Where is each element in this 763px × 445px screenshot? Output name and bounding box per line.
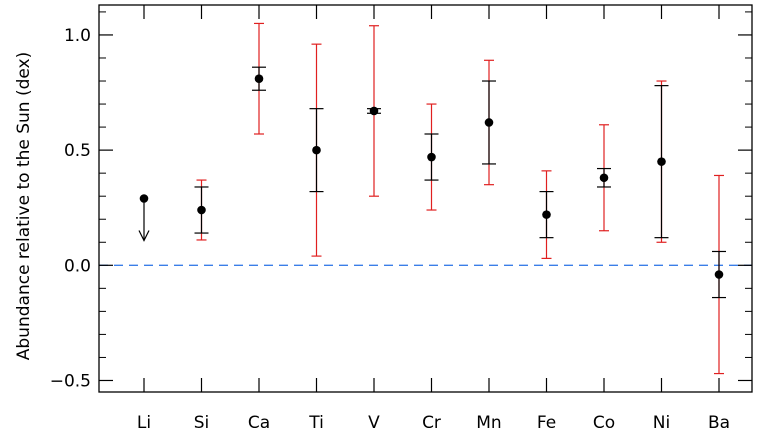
plot-frame: [98, 4, 753, 393]
x-tick-label-ba: Ba: [708, 413, 730, 433]
upper-limit-arrowhead-li: [138, 230, 150, 242]
y-tick-label: 1.0: [64, 26, 91, 46]
x-tick-label-ca: Ca: [248, 413, 270, 433]
x-tick-label-mn: Mn: [476, 413, 501, 433]
x-tick-label-si: Si: [194, 413, 210, 433]
data-marks: [138, 22, 726, 375]
x-tick-label-cr: Cr: [422, 413, 441, 433]
x-tick-label-fe: Fe: [537, 413, 556, 433]
x-tick-label-co: Co: [593, 413, 615, 433]
y-tick-label: 0.0: [64, 256, 91, 276]
data-point-ca: [254, 74, 264, 84]
y-tick-label: 0.5: [64, 141, 91, 161]
x-tick-label-li: Li: [137, 413, 151, 433]
data-point-mn: [484, 118, 494, 127]
y-axis-label: Abundance relative to the Sun (dex): [14, 52, 34, 360]
y-tick-label: −0.5: [50, 371, 91, 391]
data-point-ti: [312, 145, 321, 155]
x-tick-label-ti: Ti: [308, 413, 324, 433]
data-point-ni: [657, 157, 666, 166]
data-point-si: [197, 205, 206, 215]
data-point-ba: [714, 270, 724, 279]
data-point-cr: [427, 152, 436, 162]
x-tick-label-v: V: [368, 413, 380, 433]
data-point-co: [599, 173, 609, 183]
data-point-v: [369, 106, 379, 116]
axes: −0.5 0.0 0.5 1.0 Li Si Ca Ti V Cr Mn Fe Co Ni Ba: [50, 4, 753, 433]
data-point-li: [139, 194, 149, 203]
x-tick-label-ni: Ni: [653, 413, 670, 433]
data-point-fe: [542, 210, 551, 219]
